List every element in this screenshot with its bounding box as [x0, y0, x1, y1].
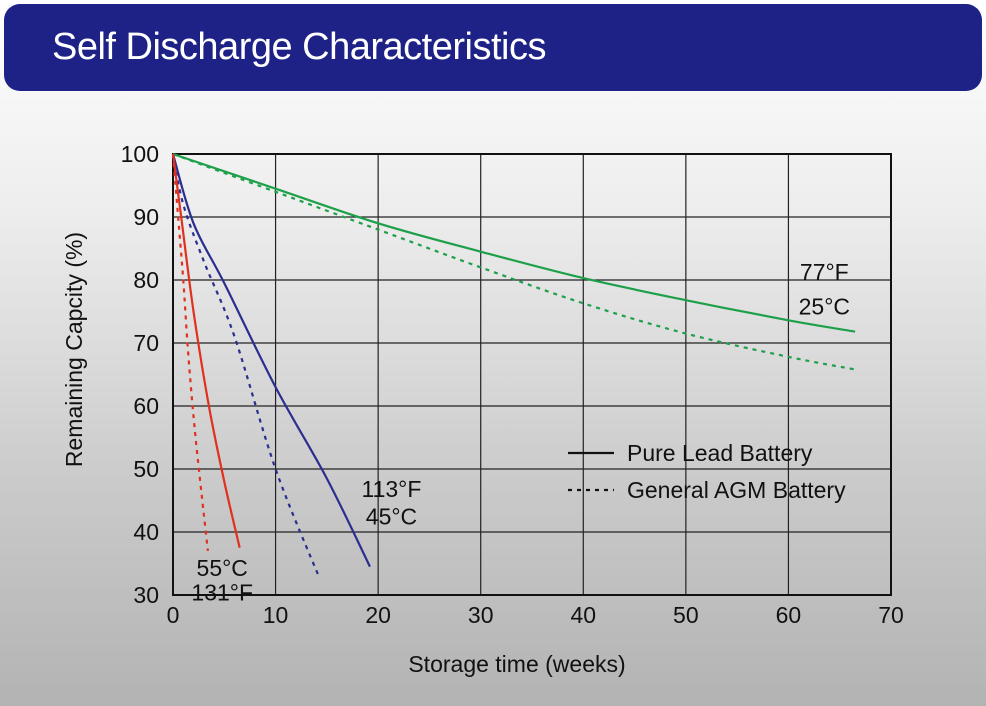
x-axis-label: Storage time (weeks) [408, 651, 625, 677]
series-line-25c-agm [172, 152, 856, 371]
y-tick-label: 80 [133, 267, 159, 293]
title-banner: Self Discharge Characteristics [4, 4, 982, 91]
x-tick-label: 50 [673, 602, 699, 628]
x-tick-label: 20 [365, 602, 391, 628]
x-tick-label: 40 [570, 602, 596, 628]
annotation-a55f: 131°F [191, 579, 253, 605]
x-tick-label: 70 [878, 602, 904, 628]
y-tick-label: 40 [133, 519, 159, 545]
page-title: Self Discharge Characteristics [52, 26, 546, 68]
annotation-a25f: 77°F [800, 259, 849, 285]
y-tick-label: 50 [133, 456, 159, 482]
series-lines [171, 152, 856, 577]
annotation-a25c: 25°C [799, 293, 850, 319]
y-tick-label: 100 [121, 141, 159, 167]
series-line-55c-pure-lead [171, 153, 241, 548]
x-tick-label: 60 [776, 602, 802, 628]
series-line-45c-pure-lead [171, 153, 371, 568]
legend-label: General AGM Battery [627, 477, 846, 503]
y-tick-labels: 30 40 50 60 70 80 90 100 [121, 141, 159, 608]
x-tick-labels: 0 10 20 30 40 50 60 70 [167, 602, 904, 628]
y-tick-label: 30 [133, 582, 159, 608]
x-tick-label: 0 [167, 602, 180, 628]
y-tick-label: 60 [133, 393, 159, 419]
series-line-55c-agm [171, 153, 209, 552]
annotation-a55c: 55°C [197, 555, 248, 581]
x-tick-label: 10 [263, 602, 289, 628]
x-tick-label: 30 [468, 602, 494, 628]
annotation-a45c: 45°C [366, 503, 417, 529]
annotation-a45f: 113°F [362, 476, 422, 502]
legend-label: Pure Lead Battery [627, 440, 813, 466]
y-tick-label: 90 [133, 204, 159, 230]
grid-lines [172, 153, 892, 596]
y-axis-label: Remaining Capcity (%) [61, 232, 87, 467]
y-tick-label: 70 [133, 330, 159, 356]
series-line-25c-pure-lead [172, 152, 856, 333]
plot-frame [172, 153, 892, 596]
legend: Pure Lead Battery General AGM Battery [568, 440, 846, 503]
